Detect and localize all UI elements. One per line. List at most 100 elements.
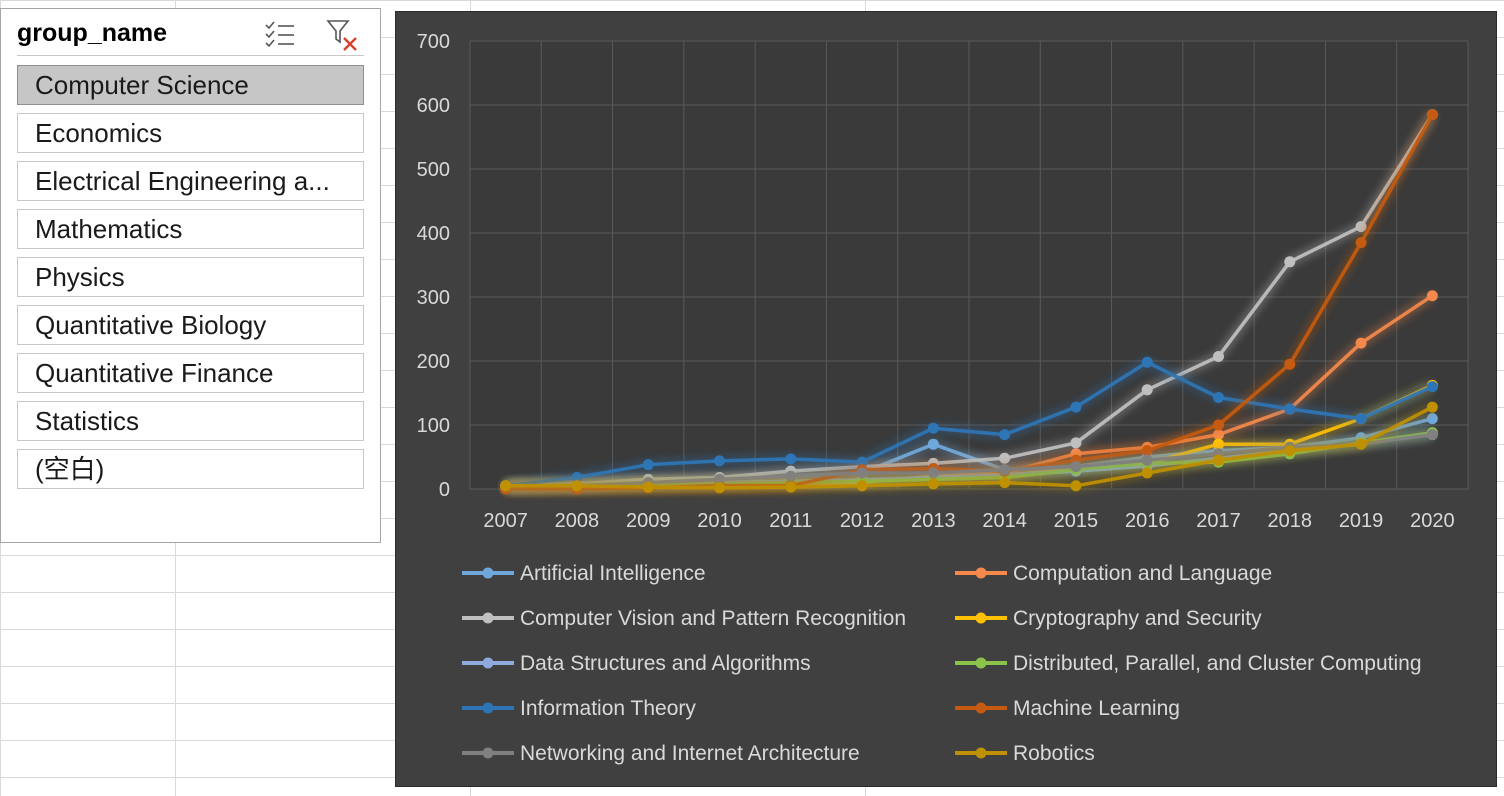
- series-line: [505, 405, 1434, 490]
- x-tick-label: 2009: [626, 510, 671, 532]
- data-point: [1355, 413, 1367, 425]
- data-point: [1070, 461, 1082, 473]
- data-point: [1426, 290, 1438, 302]
- x-tick-label: 2014: [982, 510, 1026, 532]
- legend-label: Machine Learning: [1013, 697, 1180, 720]
- slicer-item[interactable]: Quantitative Biology: [17, 305, 364, 345]
- y-tick-label: 700: [417, 31, 450, 53]
- multi-select-icon[interactable]: [263, 17, 297, 51]
- y-tick-label: 100: [417, 415, 450, 437]
- slicer-item[interactable]: Computer Science: [17, 65, 364, 105]
- data-point: [1213, 419, 1224, 431]
- slicer-item[interactable]: (空白): [17, 449, 364, 489]
- y-tick-label: 200: [417, 351, 450, 373]
- x-tick-label: 2019: [1339, 510, 1384, 532]
- x-tick-label: 2015: [1054, 510, 1099, 532]
- data-point: [1426, 109, 1438, 121]
- legend-swatch-marker: [975, 747, 987, 759]
- series-line: [505, 432, 1433, 488]
- clear-filter-icon[interactable]: [325, 17, 359, 51]
- series-line: [505, 113, 1434, 488]
- legend-swatch-marker: [482, 657, 494, 669]
- data-point: [999, 464, 1011, 476]
- data-point: [927, 422, 939, 434]
- data-point: [1284, 403, 1296, 415]
- legend-swatch-marker: [482, 567, 494, 579]
- data-point: [1213, 438, 1224, 450]
- line-chart: 0 100 200 300 400 500 600 700 2007 2008 2009 2010 20…: [395, 11, 1497, 787]
- data-point: [927, 467, 939, 479]
- y-tick-label: 600: [417, 95, 450, 117]
- data-point: [642, 459, 654, 471]
- data-point: [999, 452, 1011, 464]
- x-tick-label: 2020: [1410, 510, 1455, 532]
- legend-label: Data Structures and Algorithms: [520, 652, 811, 675]
- data-point: [1426, 381, 1438, 393]
- x-tick-label: 2010: [697, 510, 742, 532]
- legend-swatch-marker: [482, 702, 494, 714]
- data-point: [1284, 256, 1296, 268]
- data-point: [1213, 351, 1224, 363]
- data-point: [999, 429, 1011, 441]
- data-point: [785, 470, 797, 482]
- data-point: [571, 480, 583, 492]
- data-point: [1426, 401, 1438, 413]
- data-point: [1284, 358, 1296, 370]
- data-point: [927, 478, 939, 490]
- data-point: [500, 480, 512, 492]
- data-point: [1141, 445, 1153, 457]
- data-point: [1284, 445, 1296, 457]
- y-tick-label: 500: [417, 159, 450, 181]
- legend-swatch-marker: [482, 747, 494, 759]
- y-tick-label: 300: [417, 287, 450, 309]
- data-point: [571, 471, 583, 483]
- x-tick-label: 2017: [1196, 510, 1241, 532]
- slicer-title: group_name: [17, 19, 168, 47]
- x-tick-label: 2007: [483, 510, 528, 532]
- legend-label: Computer Vision and Pattern Recognition: [520, 607, 906, 630]
- slicer-header: group_name: [1, 9, 380, 55]
- slicer-item[interactable]: Mathematics: [17, 209, 364, 249]
- legend-swatch-marker: [975, 567, 987, 579]
- data-point: [1141, 454, 1153, 466]
- data-point: [1141, 467, 1153, 479]
- chart-canvas: 0 100 200 300 400 500 600 700 2007 2008 2009 2010 20…: [417, 31, 1469, 765]
- data-point: [714, 482, 725, 494]
- data-point: [1355, 221, 1367, 233]
- data-point: [999, 477, 1011, 489]
- data-point: [1141, 356, 1153, 368]
- legend-swatch-marker: [482, 612, 494, 624]
- slicer-item[interactable]: Physics: [17, 257, 364, 297]
- data-point: [1355, 237, 1367, 249]
- series-line: [505, 430, 1433, 490]
- legend-label: Computation and Language: [1013, 562, 1272, 585]
- slicer-separator: [17, 55, 364, 56]
- data-point: [1426, 413, 1438, 425]
- data-point: [1213, 454, 1224, 466]
- series-line: [505, 360, 1434, 488]
- data-point: [1141, 384, 1153, 396]
- y-tick-label: 400: [417, 223, 450, 245]
- data-point: [856, 456, 868, 468]
- data-point: [927, 438, 939, 450]
- data-point: [1213, 429, 1224, 441]
- x-tick-label: 2016: [1125, 510, 1170, 532]
- data-point: [856, 467, 868, 479]
- data-point: [785, 453, 797, 465]
- x-tick-label: 2008: [555, 510, 600, 532]
- data-point: [642, 481, 654, 493]
- slicer-item[interactable]: Economics: [17, 113, 364, 153]
- data-point: [1070, 480, 1082, 492]
- data-point: [1070, 401, 1082, 413]
- slicer-item[interactable]: Quantitative Finance: [17, 353, 364, 393]
- slicer-item[interactable]: Electrical Engineering a...: [17, 161, 364, 201]
- data-point: [1355, 438, 1367, 450]
- x-tick-label: 2011: [769, 510, 812, 532]
- data-point: [1426, 429, 1438, 441]
- x-tick-label: 2018: [1268, 510, 1313, 532]
- data-point: [714, 455, 725, 467]
- slicer-item[interactable]: Statistics: [17, 401, 364, 441]
- data-point: [1355, 337, 1367, 349]
- legend-label: Distributed, Parallel, and Cluster Compu…: [1013, 652, 1422, 675]
- x-tick-label: 2013: [911, 510, 956, 532]
